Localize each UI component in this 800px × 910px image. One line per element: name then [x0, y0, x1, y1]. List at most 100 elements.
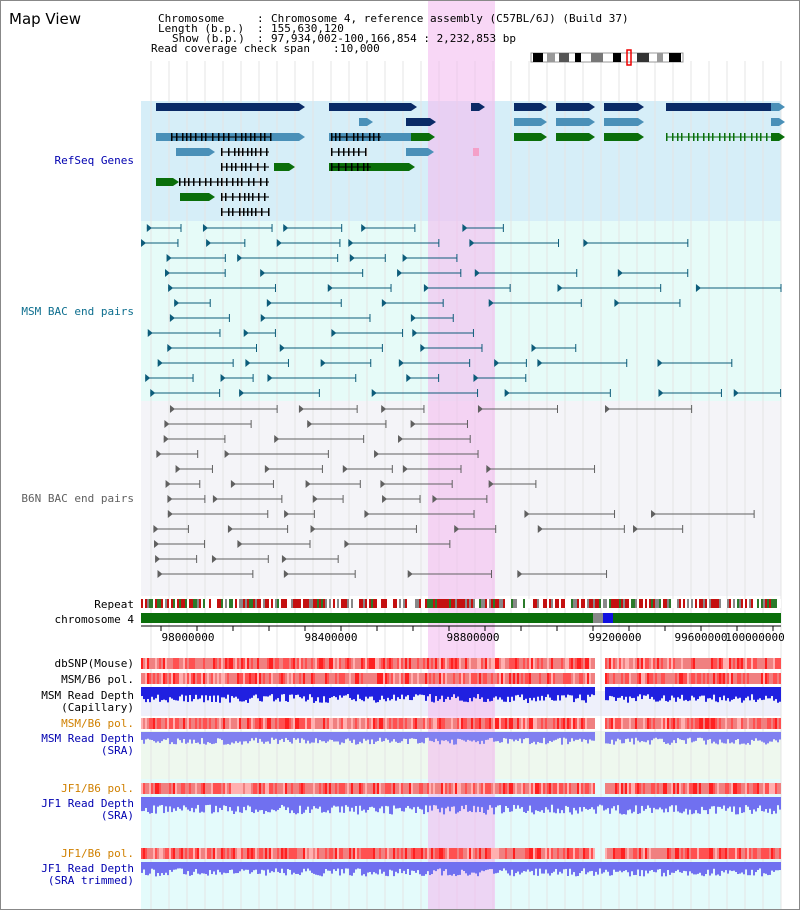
polymorphism-mark	[291, 673, 293, 684]
read-depth-bar	[711, 732, 713, 744]
polymorphism-mark	[699, 658, 701, 669]
read-depth-bar	[239, 797, 241, 813]
repeat-mark	[475, 599, 477, 608]
polymorphism-mark	[443, 658, 445, 669]
read-depth-bar	[427, 687, 429, 697]
read-depth-bar	[337, 732, 339, 742]
track-label-msm-b6-pol[interactable]: MSM/B6 pol.	[61, 673, 134, 686]
polymorphism-mark	[683, 718, 685, 729]
read-depth-bar	[585, 797, 587, 809]
track-label-b6n-bac[interactable]: B6N BAC end pairs	[21, 492, 134, 505]
read-depth-bar	[661, 862, 663, 877]
read-depth-bar	[357, 687, 359, 695]
polymorphism-mark	[339, 673, 341, 684]
track-label-jf1-depth-trim[interactable]: JF1 Read Depth	[41, 862, 134, 875]
polymorphism-mark	[657, 718, 659, 729]
read-depth-bar	[583, 687, 585, 701]
read-depth-bar	[363, 732, 365, 739]
polymorphism-mark	[341, 673, 343, 684]
polymorphism-mark	[187, 673, 189, 684]
polymorphism-mark	[549, 673, 551, 684]
read-depth-bar	[699, 732, 701, 738]
track-label-repeat[interactable]: Repeat	[94, 598, 134, 611]
read-depth-bar	[693, 687, 695, 698]
polymorphism-mark	[579, 673, 581, 684]
track-label-dbsnp[interactable]: dbSNP(Mouse)	[54, 657, 134, 670]
read-depth-bar	[529, 797, 531, 806]
read-depth-bar	[145, 862, 147, 876]
read-depth-bar	[255, 797, 257, 810]
read-depth-bar	[353, 732, 355, 740]
polymorphism-mark	[181, 673, 183, 684]
polymorphism-mark	[397, 718, 399, 729]
polymorphism-mark	[425, 848, 427, 859]
polymorphism-mark	[303, 718, 305, 729]
polymorphism-mark	[745, 658, 747, 669]
polymorphism-mark	[509, 783, 511, 794]
read-depth-bar	[751, 797, 753, 814]
read-depth-bar	[757, 862, 759, 870]
polymorphism-mark	[371, 718, 373, 729]
repeat-mark	[631, 599, 633, 608]
read-depth-bar	[643, 732, 645, 742]
polymorphism-mark	[501, 658, 503, 669]
repeat-mark	[229, 599, 231, 608]
read-depth-bar	[291, 732, 293, 744]
track-label-jf1-b6-pol[interactable]: JF1/B6 pol.	[61, 782, 134, 795]
track-label-jf1-b6-pol-trim[interactable]: JF1/B6 pol.	[61, 847, 134, 860]
polymorphism-mark	[297, 783, 299, 794]
read-depth-bar	[325, 687, 327, 703]
read-depth-bar	[771, 687, 773, 697]
polymorphism-mark	[577, 658, 579, 669]
read-depth-bar	[247, 862, 249, 870]
chromosome-value: Chromosome 4, reference assembly (C57BL/…	[271, 12, 629, 25]
read-depth-bar	[691, 862, 693, 874]
track-label-msm-depth-sra[interactable]: MSM Read Depth	[41, 732, 134, 745]
repeat-mark	[519, 599, 521, 608]
polymorphism-mark	[711, 783, 713, 794]
read-depth-bar	[143, 732, 145, 744]
read-depth-bar	[337, 687, 339, 700]
repeat-mark	[303, 599, 305, 608]
bac-end-marker	[695, 284, 701, 292]
polymorphism-mark	[479, 673, 481, 684]
track-label-refseq[interactable]: RefSeq Genes	[54, 154, 134, 167]
polymorphism-mark	[447, 673, 449, 684]
gene-exon	[186, 133, 188, 141]
track-label-msm-b6-pol-sra[interactable]: MSM/B6 pol.	[61, 717, 134, 730]
polymorphism-mark	[405, 783, 407, 794]
polymorphism-mark	[507, 658, 509, 669]
polymorphism-mark	[267, 718, 269, 729]
polymorphism-mark	[147, 673, 149, 684]
read-depth-bar	[775, 862, 777, 871]
read-depth-bar	[207, 732, 209, 743]
track-label-chromosome[interactable]: chromosome 4	[54, 613, 134, 626]
read-depth-bar	[771, 732, 773, 742]
read-depth-bar	[621, 862, 623, 873]
polymorphism-mark	[537, 673, 539, 684]
polymorphism-mark	[675, 718, 677, 729]
track-label-msm-bac[interactable]: MSM BAC end pairs	[21, 305, 134, 318]
polymorphism-mark	[559, 783, 561, 794]
track-label-msm-depth-capillary[interactable]: MSM Read Depth	[41, 689, 134, 702]
polymorphism-mark	[759, 783, 761, 794]
repeat-mark	[175, 599, 177, 608]
read-depth-bar	[285, 732, 287, 738]
read-depth-bar	[597, 862, 599, 875]
read-depth-bar	[207, 862, 209, 876]
polymorphism-mark	[339, 718, 341, 729]
polymorphism-mark	[329, 718, 331, 729]
polymorphism-mark	[617, 673, 619, 684]
polymorphism-mark	[487, 783, 489, 794]
polymorphism-mark	[629, 783, 631, 794]
read-depth-bar	[451, 732, 453, 740]
polymorphism-mark	[591, 848, 593, 859]
bac-end-marker	[245, 359, 251, 367]
read-depth-bar	[433, 687, 435, 703]
repeat-mark	[725, 599, 727, 608]
track-label-jf1-depth-sra[interactable]: JF1 Read Depth	[41, 797, 134, 810]
read-depth-bar	[379, 862, 381, 870]
polymorphism-mark	[305, 658, 307, 669]
polymorphism-mark	[525, 783, 527, 794]
